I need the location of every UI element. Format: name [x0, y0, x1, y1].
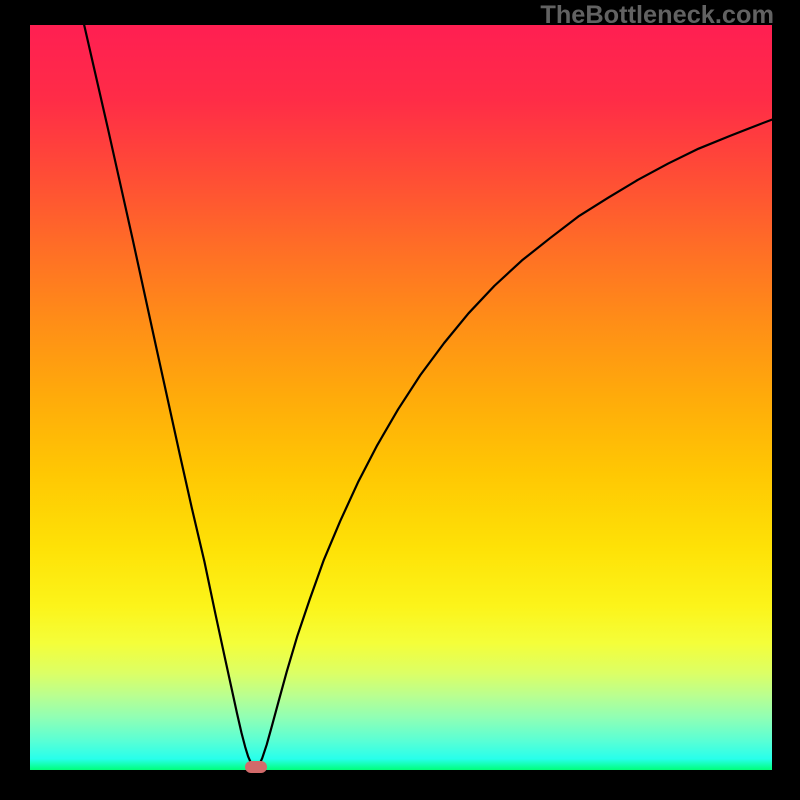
- optimal-point-marker: [245, 761, 267, 773]
- plot-area: [30, 25, 772, 770]
- chart-canvas: TheBottleneck.com: [0, 0, 800, 800]
- watermark-text: TheBottleneck.com: [540, 1, 774, 30]
